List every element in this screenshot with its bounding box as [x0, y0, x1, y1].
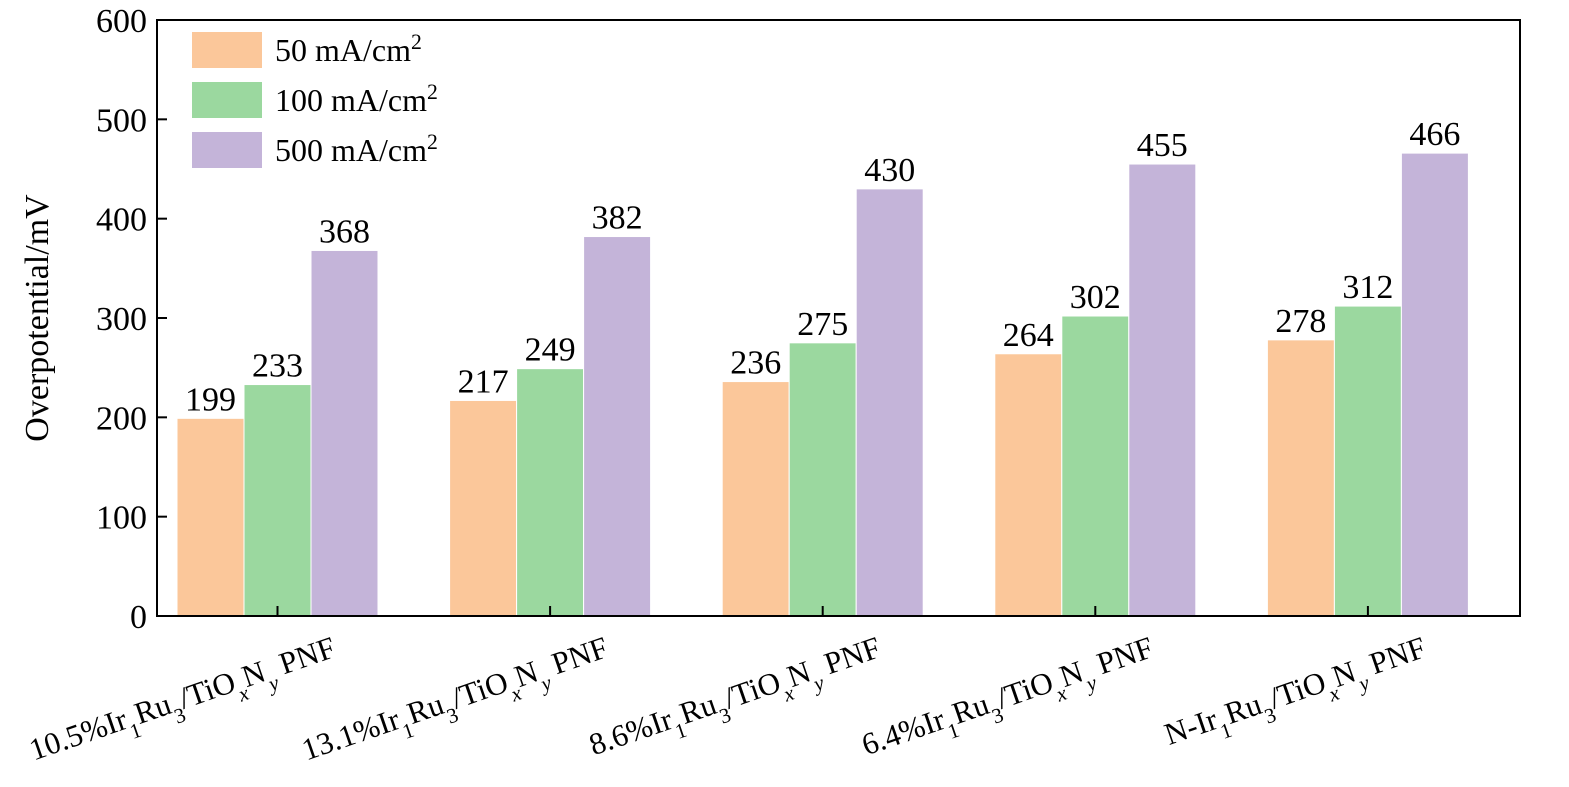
bar	[788, 342, 857, 617]
data-label: 233	[252, 348, 303, 385]
label-part: /TiO	[1264, 664, 1330, 716]
bar	[583, 236, 652, 617]
data-label: 236	[730, 345, 781, 382]
data-label: 430	[864, 152, 915, 189]
bar	[449, 399, 518, 617]
y-tick-label: 100	[96, 500, 147, 537]
x-tick-label: N-Ir1Ru3/TiOxNy PNF	[1160, 630, 1434, 762]
y-tick-label: 200	[96, 400, 147, 437]
bar	[1333, 305, 1402, 617]
x-tick-label: 8.6%Ir1Ru3/TiOxNy PNF	[585, 630, 889, 772]
x-tick-label: 10.5%Ir1Ru3/TiOxNy PNF	[25, 630, 343, 777]
label-part: PNF	[267, 630, 339, 684]
data-label: 312	[1342, 269, 1393, 306]
label-part: PNF	[1358, 630, 1430, 684]
legend-swatch	[192, 132, 262, 168]
data-label: 264	[1003, 317, 1054, 354]
label-part: N-Ir	[1160, 701, 1222, 752]
y-axis-title: Overpotential/mV	[19, 194, 56, 442]
bar	[243, 384, 312, 617]
bars-layer	[176, 152, 1469, 617]
data-label: 466	[1409, 116, 1460, 153]
bar	[310, 249, 379, 617]
superscript: 2	[427, 130, 438, 154]
y-tick-label: 400	[96, 202, 147, 239]
bar	[516, 368, 585, 617]
legend-swatch	[192, 82, 262, 118]
x-tick-label: 13.1%Ir1Ru3/TiOxNy PNF	[297, 630, 615, 777]
x-axis: 10.5%Ir1Ru3/TiOxNy PNF13.1%Ir1Ru3/TiOxNy…	[25, 606, 1434, 777]
label-part: /TiO	[719, 664, 785, 716]
bar	[721, 381, 790, 617]
data-label: 368	[319, 213, 370, 250]
bar	[1061, 315, 1130, 617]
y-tick-label: 300	[96, 301, 147, 338]
data-label: 199	[185, 381, 236, 418]
data-label: 455	[1137, 127, 1188, 164]
legend-entry-label: 100 mA/cm2	[275, 80, 438, 118]
superscript: 2	[411, 30, 422, 54]
legend-entry-label: 50 mA/cm2	[275, 30, 422, 68]
data-label: 382	[592, 200, 643, 237]
legend-text: 100 mA/cm	[275, 82, 427, 118]
y-tick-label: 500	[96, 102, 147, 139]
y-tick-label: 0	[130, 599, 147, 636]
legend-text: 500 mA/cm	[275, 132, 427, 168]
y-axis: 0 100 200 300 400 500 600	[96, 3, 167, 636]
bar	[1128, 163, 1197, 617]
bar	[994, 353, 1063, 617]
data-label: 275	[797, 306, 848, 343]
legend-swatch	[192, 32, 262, 68]
label-part: /TiO	[174, 664, 240, 716]
label-part: 13.1%Ir	[297, 701, 404, 767]
data-label: 217	[458, 363, 509, 400]
data-label: 278	[1275, 303, 1326, 340]
label-part: PNF	[540, 630, 612, 684]
x-tick-label: 6.4%Ir1Ru3/TiOxNy PNF	[857, 630, 1161, 772]
label-part: 6.4%Ir	[857, 701, 950, 762]
label-part: PNF	[1085, 630, 1157, 684]
bar	[176, 417, 245, 617]
label-part: 8.6%Ir	[585, 701, 678, 762]
superscript: 2	[427, 80, 438, 104]
label-part: 10.5%Ir	[25, 701, 132, 767]
legend-entry-label: 500 mA/cm2	[275, 130, 438, 168]
data-label: 249	[525, 332, 576, 369]
label-part: /TiO	[992, 664, 1058, 716]
y-tick-label: 600	[96, 3, 147, 40]
data-label: 302	[1070, 279, 1121, 316]
label-part: /TiO	[447, 664, 513, 716]
value-labels-layer: 199 233 368 217 249 382 236 275 430 264 302 455 278 3…	[185, 116, 1460, 418]
label-part: PNF	[812, 630, 884, 684]
legend-text: 50 mA/cm	[275, 32, 411, 68]
bar	[855, 188, 924, 617]
bar	[1400, 152, 1469, 617]
bar	[1266, 339, 1335, 617]
